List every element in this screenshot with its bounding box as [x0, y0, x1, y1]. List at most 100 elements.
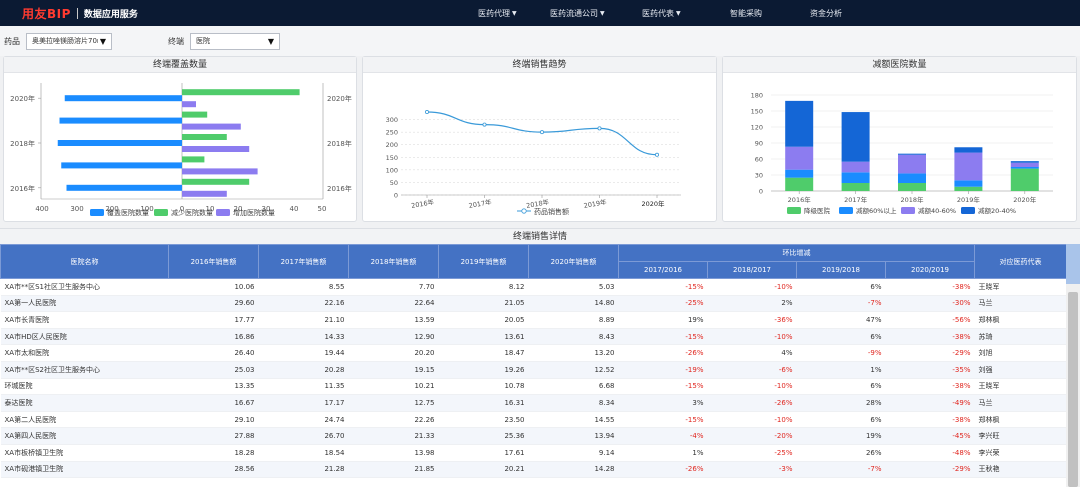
cell-sales-2016: 27.88: [168, 427, 259, 445]
x-tick-label: 2019年: [583, 197, 608, 210]
nav-item-distribution-company[interactable]: 医药流通公司 ▼: [550, 8, 642, 19]
cell-yoy-change: -30%: [885, 295, 975, 313]
bar-减额60%以上-2016年: [785, 169, 814, 178]
bar-减额60%以上-2020年: [1010, 167, 1039, 169]
scrollbar-thumb[interactable]: [1068, 292, 1078, 487]
bar-coverage-2020年: [64, 95, 182, 102]
cell-sales-2019: 25.36: [438, 427, 529, 445]
bar-decrease-2019年: [182, 111, 208, 118]
table-row[interactable]: 泰达医院 16.67 17.17 12.75 16.31 8.34 3% -26% 28% -49…: [0, 394, 1067, 412]
cell-yoy-change: 28%: [796, 394, 886, 412]
bar-减额40-60%-2020年: [1010, 162, 1039, 167]
cell-yoy-change: -15%: [618, 378, 708, 396]
cell-yoy-change: 6%: [796, 411, 886, 429]
legend-swatch: [961, 207, 975, 214]
bar-降级医院-2017年: [841, 183, 870, 191]
sales-detail-table: 医院名称 2016年销售额 2017年销售额 2018年销售额 2019年销售额…: [0, 244, 1067, 479]
cell-sales-2017: 26.70: [258, 427, 349, 445]
y-tick-label: 150: [386, 154, 398, 162]
caret-down-icon: ▼: [600, 9, 605, 17]
cell-hospital-name: XA市太和医院: [0, 344, 169, 362]
col-header-2019[interactable]: 2019年销售额: [438, 244, 529, 279]
y-tick-label-right: 2016年: [327, 184, 352, 193]
table-row[interactable]: XA市HD区人民医院 16.86 14.33 12.90 13.61 8.43 -15% -1…: [0, 328, 1067, 346]
table-row[interactable]: XA第二人民医院 29.10 24.74 22.26 23.50 14.55 -15% -10…: [0, 411, 1067, 429]
nav-item-medical-agency[interactable]: 医药代理 ▼: [478, 8, 550, 19]
legend-swatch: [787, 207, 801, 214]
legend-label: 降级医院: [804, 206, 831, 215]
bar-increase-2018年: [182, 146, 250, 152]
brand-logo[interactable]: 用友BIP: [22, 6, 71, 21]
col-header-2018[interactable]: 2018年销售额: [348, 244, 439, 279]
table-row[interactable]: XA市砚港镇卫生院 28.56 21.28 21.85 20.21 14.28 -26% -3…: [0, 461, 1067, 479]
col-header-2020[interactable]: 2020年销售额: [528, 244, 619, 279]
table-row[interactable]: XA市**区S1社区卫生服务中心 10.06 8.55 7.70 8.12 5.03 -15…: [0, 278, 1067, 296]
bar-减额20-40%-2018年: [898, 153, 926, 155]
cell-rep-name: 王秋艳: [974, 461, 1067, 479]
table-row[interactable]: 环城医院 13.35 11.35 10.21 10.78 6.68 -15% -10% 6% -3…: [0, 378, 1067, 396]
y-tick-label-left: 2016年: [10, 184, 35, 193]
col-header-yoy-2018[interactable]: 2018/2017: [707, 261, 797, 279]
drug-select[interactable]: 奥美拉唑镁肠溶片70mg ▼: [26, 32, 112, 50]
x-tick-label-right: 20: [234, 205, 243, 213]
bar-coverage-2018年: [57, 140, 182, 146]
nav-item-smart-purchase[interactable]: 智能采购: [730, 8, 810, 19]
cell-sales-2020: 5.03: [528, 278, 619, 296]
terminal-label: 终端: [168, 36, 184, 46]
bar-coverage-2019年: [59, 117, 182, 124]
y-tick-label-right: 2020年: [327, 94, 352, 103]
cell-yoy-change: 6%: [796, 328, 886, 346]
col-header-2017[interactable]: 2017年销售额: [258, 244, 349, 279]
bar-increase-2019年: [182, 123, 241, 130]
cell-yoy-change: -38%: [885, 278, 975, 296]
col-header-2016[interactable]: 2016年销售额: [168, 244, 259, 279]
dropdown-arrow-icon: ▼: [99, 36, 106, 46]
cell-sales-2016: 29.60: [168, 295, 259, 313]
cell-yoy-change: -4%: [618, 427, 708, 445]
cell-yoy-change: -38%: [885, 411, 975, 429]
table-row[interactable]: XA市长青医院 17.77 21.10 13.59 20.05 8.89 19% -36% 47…: [0, 311, 1067, 329]
cell-sales-2016: 25.03: [168, 361, 259, 379]
logo-divider: [76, 7, 78, 19]
cell-sales-2020: 14.80: [528, 295, 619, 313]
cell-yoy-change: -56%: [885, 311, 975, 329]
table-scrollbar[interactable]: [1066, 244, 1080, 487]
nav-item-capital-analysis[interactable]: 资金分析: [810, 8, 870, 19]
cell-yoy-change: -15%: [618, 411, 708, 429]
bar-increase-2017年: [182, 168, 258, 175]
table-row[interactable]: XA市太和医院 26.40 19.44 20.20 18.47 13.20 -26% 4% -9…: [0, 344, 1067, 362]
cell-rep-name: 马兰: [974, 295, 1067, 313]
cell-yoy-change: -26%: [618, 461, 708, 479]
bar-coverage-2017年: [61, 162, 182, 169]
cell-yoy-change: -15%: [618, 278, 708, 296]
data-point-2016年: [425, 110, 430, 115]
y-tick-label: 90: [755, 140, 763, 148]
col-header-yoy-2020[interactable]: 2020/2019: [885, 261, 975, 279]
dropdown-arrow-icon: ▼: [267, 36, 274, 46]
table-row[interactable]: XA市板桥镇卫生院 18.28 18.54 13.98 17.61 9.14 1% -25% 2…: [0, 444, 1067, 462]
col-header-rep[interactable]: 对应医药代表: [974, 244, 1067, 279]
cell-rep-name: 马兰: [974, 394, 1067, 412]
cell-yoy-change: -35%: [885, 361, 975, 379]
cell-sales-2019: 17.61: [438, 444, 529, 462]
cell-yoy-change: -26%: [618, 344, 708, 362]
col-header-yoy-2017[interactable]: 2017/2016: [618, 261, 708, 279]
cell-yoy-change: -26%: [707, 394, 797, 412]
table-row[interactable]: XA第一人民医院 29.60 22.16 22.64 21.05 14.80 -25% 2% -…: [0, 295, 1067, 313]
cell-yoy-change: 1%: [618, 444, 708, 462]
data-point-2017年: [482, 122, 487, 127]
table-row[interactable]: XA市**区S2社区卫生服务中心 25.03 20.28 19.15 19.26 12.5…: [0, 361, 1067, 379]
cell-yoy-change: 1%: [796, 361, 886, 379]
cell-sales-2018: 21.33: [348, 427, 439, 445]
col-header-hospital[interactable]: 医院名称: [0, 244, 169, 279]
col-header-yoy-2019[interactable]: 2019/2018: [796, 261, 886, 279]
y-tick-label: 0: [759, 188, 763, 196]
table-row[interactable]: XA第四人民医院 27.88 26.70 21.33 25.36 13.94 -4% -20%…: [0, 427, 1067, 445]
terminal-select[interactable]: 医院 ▼: [190, 32, 280, 50]
cell-sales-2019: 8.12: [438, 278, 529, 296]
nav-item-medical-rep[interactable]: 医药代表 ▼: [642, 8, 730, 19]
y-tick-label: 50: [390, 179, 398, 187]
cell-sales-2017: 21.10: [258, 311, 349, 329]
bar-coverage-2016年: [66, 184, 182, 191]
cell-sales-2020: 8.34: [528, 394, 619, 412]
